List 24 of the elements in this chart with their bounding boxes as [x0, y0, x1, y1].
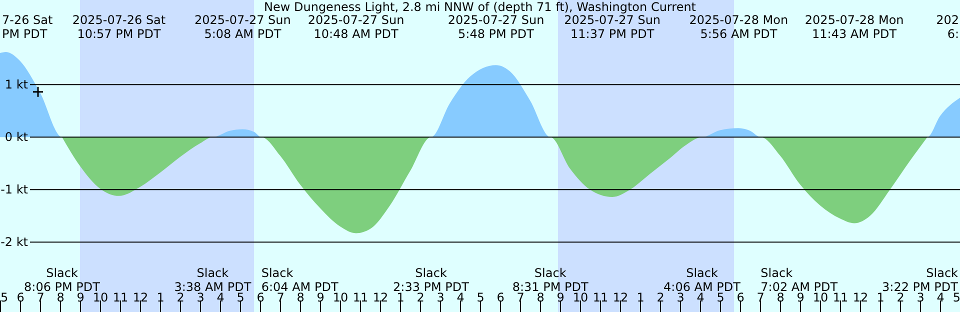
x-tick-label: 5 — [0, 290, 8, 304]
annotation: 2025-07-27 Sun 5:48 PM PDT — [448, 13, 544, 41]
y-tick-label: -1 kt — [0, 182, 28, 197]
x-tick-label: 12 — [132, 290, 148, 304]
x-tick-label: 11 — [592, 290, 608, 304]
y-tick-label: -2 kt — [0, 235, 28, 250]
y-tick-label: 0 kt — [4, 130, 28, 144]
x-tick-label: 6 — [496, 290, 504, 304]
x-tick-label: 11 — [352, 290, 368, 304]
annotation: 2025-07-27 Sun 10:48 AM PDT — [308, 13, 404, 41]
annotation: 7-26 Sat PM PDT — [2, 13, 54, 41]
x-tick-label: 6 — [16, 290, 24, 304]
y-tick-label: 1 kt — [4, 78, 28, 92]
x-tick-label: 12 — [852, 290, 868, 304]
annotation: 2025-07-28 Mon 11:43 AM PDT — [804, 13, 904, 41]
x-tick-label: 11 — [112, 290, 128, 304]
chart-title: New Dungeness Light, 2.8 mi NNW of (depth 71 ft), Washington Current — [264, 0, 696, 14]
x-tick-label: 12 — [612, 290, 628, 304]
x-tick-label: 12 — [372, 290, 388, 304]
annotation: 2025-07-27 Sun 5:08 AM PDT — [194, 13, 291, 41]
annotation: 202 6: — [936, 13, 959, 41]
annotation: 2025-07-27 Sun 11:37 PM PDT — [564, 13, 661, 41]
annotation: 2025-07-28 Mon 5:56 AM PDT — [689, 13, 788, 41]
annotation: 2025-07-26 Sat 10:57 PM PDT — [72, 13, 166, 41]
